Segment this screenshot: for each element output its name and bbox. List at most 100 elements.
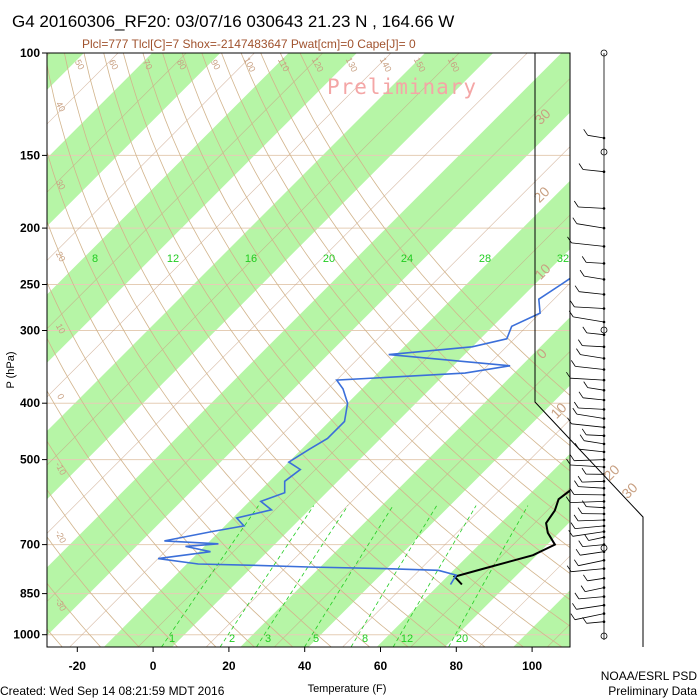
wind-barb <box>582 544 605 547</box>
isotherm-band <box>47 53 570 636</box>
wind-barb <box>574 613 605 621</box>
wind-barb <box>586 434 605 437</box>
dry-adiabat <box>47 337 294 647</box>
wind-barb-flag <box>579 269 585 277</box>
wind-barb-flag <box>574 480 579 487</box>
wind-barb-flag <box>578 391 584 399</box>
adiabat-label: 50 <box>73 58 87 72</box>
wind-barb <box>571 568 605 573</box>
wind-dot <box>602 357 606 360</box>
adiabat-label: 130 <box>344 56 360 74</box>
x-tick-label: 0 <box>150 659 157 673</box>
wind-barb-flag <box>568 530 574 537</box>
x-tick-label: 20 <box>222 659 236 673</box>
left-adiabat-label: 30 <box>54 178 68 192</box>
mixing-ratio-label: 20 <box>323 253 335 265</box>
calm-wind-circle <box>600 632 608 640</box>
wind-barb-flag <box>573 200 579 208</box>
isotherm-line <box>47 53 528 534</box>
wind-barb-flag <box>574 285 580 292</box>
plot-frame <box>46 52 571 648</box>
x-axis-label: Temperature (F) <box>308 683 387 695</box>
wind-barb-flag <box>581 256 587 263</box>
dry-adiabat-lines <box>0 53 570 647</box>
wind-barb <box>571 242 605 247</box>
wind-barb <box>582 480 605 483</box>
wind-barb <box>570 377 605 381</box>
mixing-ratio-line <box>161 505 259 647</box>
y-tick-label: 850 <box>20 587 40 601</box>
left-adiabat-label: -20 <box>53 528 68 544</box>
wind-barb-flag <box>579 434 585 441</box>
isotherm-line <box>47 53 323 330</box>
mixing-ratio-line <box>219 505 315 647</box>
preliminary-data-footer: Preliminary Data <box>608 684 697 698</box>
dry-adiabat <box>47 488 178 647</box>
mixing-ratio-line <box>448 505 529 647</box>
x-tick-label: 60 <box>374 659 388 673</box>
adiabat-label: 70 <box>141 58 155 72</box>
wind-barb <box>579 291 605 295</box>
adiabat-label: 140 <box>378 56 394 74</box>
wind-barb <box>582 345 605 348</box>
y-tick-label: 1000 <box>13 628 40 642</box>
dry-adiabat <box>47 440 217 647</box>
wind-barb <box>586 506 605 509</box>
y-axis-label: P (hPa) <box>5 351 17 388</box>
wind-barb <box>588 536 605 541</box>
y-tick-label: 150 <box>20 148 40 162</box>
calm-wind-circle <box>600 49 608 57</box>
isotherm-band <box>376 453 570 647</box>
left-adiabat-label: 10 <box>54 322 68 336</box>
wind-barb <box>584 440 605 445</box>
wind-dot <box>602 442 606 446</box>
wind-barb-flag <box>583 381 589 388</box>
dry-adiabat <box>47 390 255 647</box>
wind-barb <box>580 551 605 556</box>
sounding-series <box>157 277 570 586</box>
isotherm-bands <box>47 53 570 647</box>
dewpoint-profile <box>157 277 570 585</box>
isotherm-line <box>410 487 570 647</box>
chart-subtitle: Plcl=777 Tlcl[C]=7 Shox=-2147483647 Pwat… <box>82 37 416 51</box>
dry-adiabat <box>0 53 24 647</box>
wind-barb-flag <box>577 507 583 514</box>
lower-mixing-label: 20 <box>456 633 468 645</box>
y-tick-label: 250 <box>20 278 40 292</box>
y-tick-label: 100 <box>20 46 40 60</box>
dry-adiabat <box>240 53 570 472</box>
mixing-ratio-label: 32 <box>557 253 569 265</box>
isotherm-label: 30 <box>618 479 640 501</box>
wind-barb <box>570 464 605 468</box>
dry-adiabat <box>260 53 570 447</box>
wind-barb <box>584 275 605 280</box>
wind-barb <box>587 134 605 139</box>
dry-adiabat <box>47 220 370 647</box>
mixing-ratio-lines <box>161 505 529 647</box>
wind-barb <box>587 577 605 582</box>
adiabat-label: 80 <box>175 58 189 72</box>
wind-barb <box>576 223 605 229</box>
wind-barb-flag <box>581 500 587 507</box>
lower-mixing-label: 8 <box>362 633 368 645</box>
dry-adiabat <box>201 53 570 523</box>
mixing-ratio-label: 24 <box>401 253 413 265</box>
dry-adiabat <box>299 53 570 396</box>
wind-barb-flag <box>575 548 581 556</box>
wind-barb <box>582 169 605 173</box>
wind-barb <box>580 354 605 359</box>
isotherm-line <box>47 53 460 466</box>
x-tick-label: 80 <box>450 659 464 673</box>
x-tick-label: -20 <box>69 659 87 673</box>
wind-barb-flag <box>569 454 575 461</box>
isotherm-band <box>513 590 570 647</box>
wind-barb-flag <box>570 360 576 367</box>
wind-barb-flag <box>583 574 588 582</box>
x-axis-ticks: -20 0 20 40 60 80 100 <box>69 647 542 673</box>
wind-barb-flag <box>577 475 583 483</box>
wind-barbs <box>565 49 608 640</box>
temperature-profile <box>452 489 570 586</box>
wind-barb <box>572 531 605 537</box>
dry-adiabat <box>279 53 570 421</box>
